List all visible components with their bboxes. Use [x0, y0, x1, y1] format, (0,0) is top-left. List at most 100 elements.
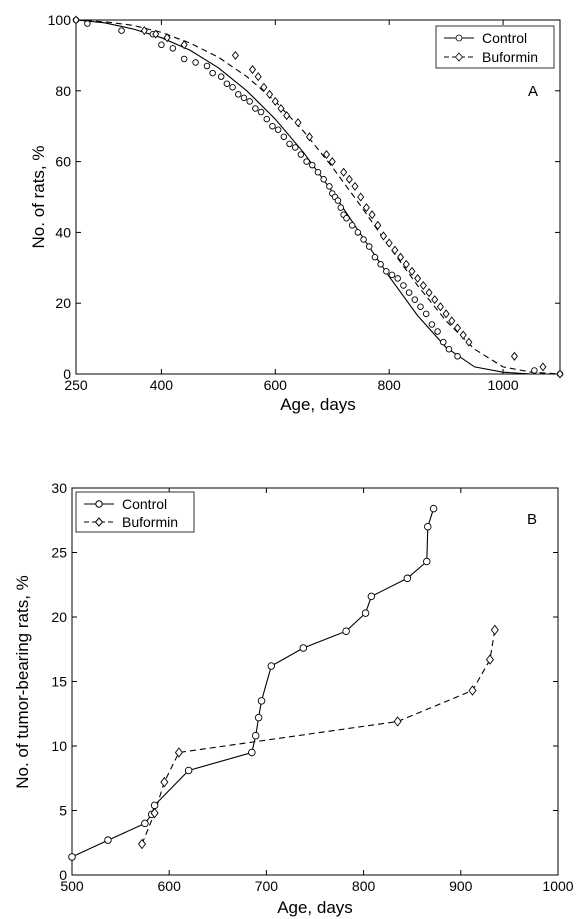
panel-a-control-point	[365, 243, 373, 250]
panel-b-x-tick-label: 800	[352, 878, 376, 894]
panel-a-control-point	[263, 115, 271, 123]
panel-a-y-tick-label: 0	[63, 366, 71, 382]
panel-b-legend-buformin-marker	[94, 517, 104, 527]
panel-b-x-tick-label: 700	[255, 878, 279, 894]
panel-a-buformin-point	[391, 245, 399, 255]
panel-a-control-point	[297, 151, 305, 158]
panel-a-buformin-point	[465, 337, 473, 347]
panel-a-control-point	[309, 161, 316, 169]
panel-b-control-point	[104, 836, 112, 844]
panel-a-control-point	[169, 45, 177, 52]
panel-b-control-point	[254, 713, 263, 722]
panel-a-control-point	[158, 41, 165, 49]
panel-a-control-point	[320, 176, 327, 183]
panel-a-buformin-point	[266, 89, 274, 99]
panel-a-buformin-point	[379, 231, 387, 241]
panel-b-y-tick-label: 15	[51, 674, 67, 690]
panel-a-buformin-point	[340, 167, 348, 177]
panel-a-control-point	[354, 229, 362, 236]
panel-a-control-point	[280, 133, 288, 141]
panel-a-buformin-point	[249, 65, 257, 75]
panel-a-buformin-point	[510, 351, 518, 361]
panel-a-buformin-point	[448, 316, 456, 326]
panel-a-buformin-point	[271, 96, 279, 106]
panel-b-legend-buformin-label: Buformin	[122, 514, 178, 530]
panel-a-control-point	[434, 328, 441, 335]
panel-b-control-point	[367, 592, 376, 601]
panel-b-y-ticks: 0 5 10 15 20 25 30	[51, 480, 558, 883]
panel-b-buformin-point	[485, 654, 494, 665]
panel-a-control-point	[360, 236, 367, 243]
panel-b-buformin-point	[490, 624, 499, 636]
panel-a-buformin-point	[436, 302, 444, 312]
panel-a-control-point	[269, 122, 276, 130]
panel-b-control-point	[267, 662, 276, 670]
panel-a-control-point	[531, 367, 538, 374]
panel-a-control-point	[445, 345, 453, 353]
panel-b-buformin-point	[174, 747, 183, 758]
panel-a-control-point	[377, 261, 384, 268]
panel-a-buformin-point	[357, 192, 365, 202]
panel-a-x-tick-label: 250	[64, 377, 88, 393]
panel-a-control-point	[405, 289, 413, 296]
panel-a-control-point	[257, 108, 265, 116]
panel-a-control-point	[314, 168, 322, 176]
panel-a-control-point	[118, 27, 125, 34]
panel-a-buformin-point	[425, 288, 433, 298]
panel-a-control-point	[337, 204, 345, 211]
panel-a-buformin-point	[397, 252, 405, 262]
panel-a-buformin-point	[442, 309, 450, 319]
panel-b-y-tick-label: 30	[51, 480, 67, 496]
panel-a-buformin-point	[305, 132, 313, 142]
panel-b-buformin-point	[393, 716, 402, 727]
panel-a-points	[72, 15, 564, 379]
panel-a-control-point	[203, 62, 211, 70]
panel-a-control-point	[235, 91, 242, 98]
panel-a-control-point	[400, 282, 407, 289]
panel-a-control-point	[454, 353, 461, 360]
panel-b-buformin-point	[160, 776, 169, 788]
panel-b-buformin-point	[150, 807, 159, 819]
panel-a-control-point	[394, 275, 401, 282]
panel-a-buformin-point	[72, 15, 80, 25]
panel-a-x-ticks: 250 400 600 800 1000	[64, 20, 519, 393]
panel-a-buformin-point	[345, 174, 353, 184]
panel-b-x-ticks: 500 600 700 800 900 1000	[60, 488, 574, 894]
panel-a-buformin-point	[152, 29, 160, 39]
panel-a-buformin-point	[328, 157, 336, 167]
panel-a-label: A	[528, 83, 538, 100]
panel-a-buformin-point	[539, 362, 547, 372]
panel-b-legend-box	[75, 491, 195, 533]
panel-a-buformin-point	[277, 103, 285, 114]
panel-a-buformin-point	[260, 82, 268, 92]
panel-a-buformin-point	[180, 40, 188, 50]
panel-a-control-point	[240, 94, 248, 102]
panel-a-x-tick-label: 400	[150, 377, 174, 393]
panel-a-buformin-point	[556, 369, 564, 379]
panel-b: 500 600 700 800 900 1000 0 5 10 15 20 25 30 Age, da…	[13, 480, 574, 917]
panel-a-y-tick-label: 40	[55, 224, 71, 240]
panel-a-control-point	[291, 144, 299, 151]
panel-a-buformin-point	[294, 118, 302, 128]
panel-a-control-point	[422, 310, 430, 318]
panel-a-control-point	[334, 197, 342, 204]
panel-b-y-tick-label: 5	[59, 803, 67, 819]
panel-b-plot-area	[71, 487, 559, 876]
panel-a-control-point	[209, 69, 216, 77]
panel-a-buformin-point	[374, 220, 382, 230]
panel-b-control-point	[141, 819, 149, 828]
panel-b-y-tick-label: 25	[51, 545, 67, 561]
panel-b-control-point	[424, 522, 432, 531]
panel-a-buformin-point	[323, 150, 331, 160]
panel-a-control-point	[252, 105, 259, 112]
panel-a-control-point	[223, 80, 231, 87]
panel-b-legend: Control Buformin	[75, 491, 195, 533]
panel-a-buformin-point	[140, 26, 148, 36]
panel-a-legend-buformin-label: Buformin	[482, 49, 538, 65]
panel-a-y-tick-label: 80	[55, 83, 71, 99]
panel-b-control-point	[68, 853, 76, 861]
panel-a-x-axis-label: Age, days	[280, 395, 356, 414]
panel-a-plot-area	[75, 19, 561, 375]
panel-a-control-point	[192, 59, 199, 66]
